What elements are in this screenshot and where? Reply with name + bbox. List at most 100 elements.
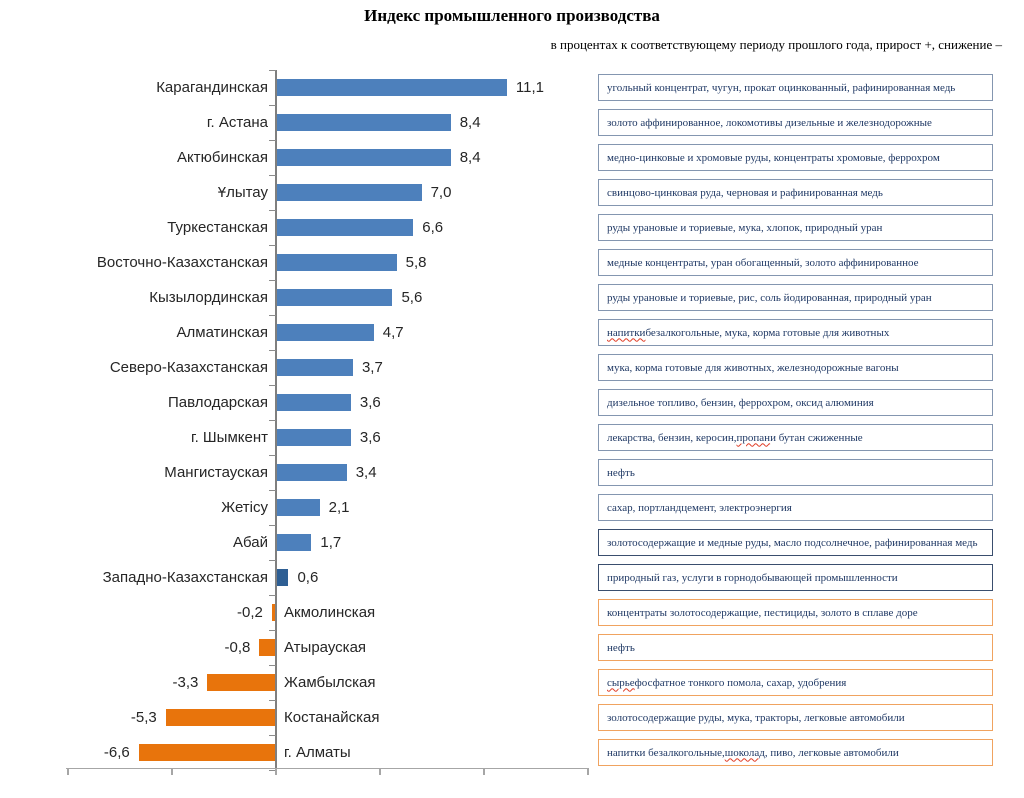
annotation-text: концентраты золотосодержащие, пестициды,…: [607, 606, 918, 619]
bar-negative: [207, 674, 276, 691]
value-label: 3,4: [355, 463, 377, 481]
annotation-box: сахар, портландцемент, электроэнергия: [598, 494, 993, 521]
zero-axis-line: [275, 70, 277, 775]
annotation-text: и бутан сжиженные: [770, 431, 863, 444]
value-label: 6,6: [422, 218, 444, 236]
value-label: 1,7: [320, 533, 342, 551]
value-label: 8,4: [459, 113, 481, 131]
annotation-box: природный газ, услуги в горнодобывающей …: [598, 564, 993, 591]
bar-positive: [276, 149, 451, 166]
annotation-box: золото аффинированное, локомотивы дизель…: [598, 109, 993, 136]
category-label: г. Шымкент: [190, 428, 268, 446]
annotation-text: дизельное топливо, бензин, феррохром, ок…: [607, 396, 874, 409]
annotation-box: лекарства, бензин, керосин, пропан и бут…: [598, 424, 993, 451]
category-tick: [269, 735, 276, 736]
category-tick: [269, 770, 276, 771]
misspelled-word: шоколад: [724, 746, 765, 759]
category-tick: [269, 490, 276, 491]
annotation-box: нефть: [598, 459, 993, 486]
category-label: Абай: [233, 533, 268, 551]
bar-positive: [276, 499, 320, 516]
bar-negative: [259, 639, 276, 656]
x-axis-tick: [275, 767, 277, 775]
annotation-box: угольный концентрат, чугун, прокат оцинк…: [598, 74, 993, 101]
bar-positive: [276, 394, 351, 411]
chart-subtitle: в процентах к соответствующему периоду п…: [550, 37, 1002, 52]
value-label: -0,8: [224, 638, 251, 656]
annotation-box: золотосодержащие руды, мука, тракторы, л…: [598, 704, 993, 731]
annotation-box: нефть: [598, 634, 993, 661]
annotation-text: руды урановые и ториевые, мука, хлопок, …: [607, 221, 883, 234]
annotation-text: руды урановые и ториевые, рис, соль йоди…: [607, 291, 932, 304]
annotation-text: природный газ, услуги в горнодобывающей …: [607, 571, 898, 584]
category-label: Западно-Казахстанская: [102, 568, 268, 586]
value-label: 4,7: [382, 323, 404, 341]
annotation-box: руды урановые и ториевые, мука, хлопок, …: [598, 214, 993, 241]
value-label: 3,6: [359, 428, 381, 446]
category-label: Кызылординская: [149, 288, 268, 306]
misspelled-word: сырье: [607, 676, 635, 689]
category-label: Атырауская: [284, 638, 367, 656]
value-label: -6,6: [103, 743, 130, 761]
annotation-text: фосфатное тонкого помола, сахар, удобрен…: [634, 676, 847, 689]
value-label: 5,8: [405, 253, 427, 271]
annotation-box: сырье фосфатное тонкого помола, сахар, у…: [598, 669, 993, 696]
value-label: 5,6: [401, 288, 423, 306]
x-axis-tick: [587, 767, 589, 775]
annotation-box: напитки безалкогольные, шоколад, пиво, л…: [598, 739, 993, 766]
category-label: Алматинская: [176, 323, 268, 341]
value-label: 3,6: [359, 393, 381, 411]
category-label: Жамбылская: [284, 673, 376, 691]
category-tick: [269, 665, 276, 666]
x-axis-tick: [67, 767, 69, 775]
bar-positive: [276, 289, 393, 306]
annotation-text: нефть: [607, 466, 635, 479]
bar-positive: [276, 324, 374, 341]
category-label: Карагандинская: [156, 78, 268, 96]
value-label: 7,0: [430, 183, 452, 201]
category-tick: [269, 105, 276, 106]
chart-title: Индекс промышленного производства: [364, 6, 660, 25]
category-tick: [269, 210, 276, 211]
category-tick: [269, 280, 276, 281]
x-axis-tick: [171, 767, 173, 775]
misspelled-word: пропан: [736, 431, 771, 444]
value-label: 11,1: [515, 78, 544, 96]
category-label: Актюбинская: [177, 148, 268, 166]
category-tick: [269, 175, 276, 176]
bar-positive: [276, 79, 507, 96]
annotation-text: свинцово-цинковая руда, черновая и рафин…: [607, 186, 883, 199]
category-label: Ұлытау: [217, 183, 268, 201]
bar-positive: [276, 429, 351, 446]
annotation-text: золотосодержащие и медные руды, масло по…: [607, 536, 978, 549]
annotation-box: напитки безалкогольные, мука, корма гото…: [598, 319, 993, 346]
category-tick: [269, 350, 276, 351]
category-tick: [269, 315, 276, 316]
value-label: 2,1: [328, 498, 350, 516]
category-label: г. Алматы: [284, 743, 351, 761]
annotation-text: сахар, портландцемент, электроэнергия: [607, 501, 792, 514]
annotation-text: медные концентраты, уран обогащенный, зо…: [607, 256, 919, 269]
annotation-text: безалкогольные, мука, корма готовые для …: [645, 326, 890, 339]
category-tick: [269, 560, 276, 561]
value-label: -5,3: [130, 708, 157, 726]
bar-negative: [138, 744, 276, 761]
annotation-text: угольный концентрат, чугун, прокат оцинк…: [607, 81, 956, 94]
annotation-box: медно-цинковые и хромовые руды, концентр…: [598, 144, 993, 171]
annotation-text: нефть: [607, 641, 635, 654]
value-label: -3,3: [172, 673, 199, 691]
bar-negative: [165, 709, 276, 726]
bar-negative: [271, 604, 276, 621]
annotation-text: мука, корма готовые для животных, железн…: [607, 361, 899, 374]
annotation-box: мука, корма готовые для животных, железн…: [598, 354, 993, 381]
annotation-text: золото аффинированное, локомотивы дизель…: [607, 116, 932, 129]
bar-positive: [276, 254, 397, 271]
annotation-text: напитки безалкогольные,: [607, 746, 725, 759]
category-tick: [269, 525, 276, 526]
category-label: Акмолинская: [284, 603, 376, 621]
x-axis-line: [66, 767, 588, 769]
bar-positive: [276, 464, 347, 481]
annotation-text: золотосодержащие руды, мука, тракторы, л…: [607, 711, 905, 724]
category-tick: [269, 630, 276, 631]
